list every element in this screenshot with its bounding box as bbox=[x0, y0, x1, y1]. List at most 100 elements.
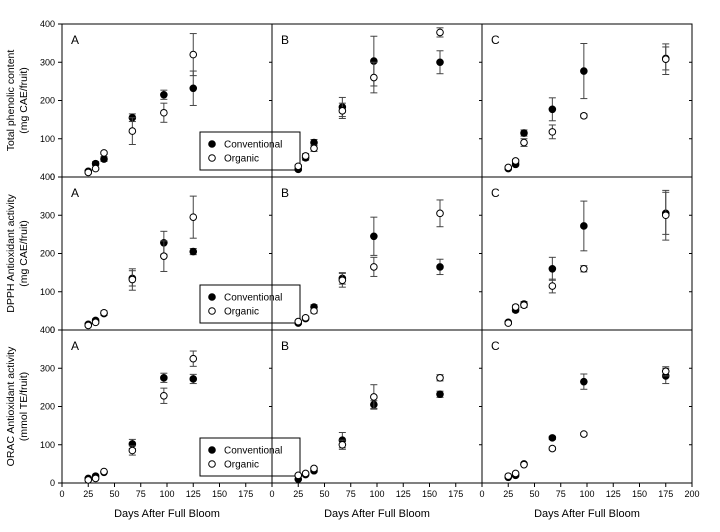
x-tick-label: 150 bbox=[632, 489, 647, 499]
y-axis-unit: (mmol TE/fruit) bbox=[18, 372, 30, 441]
point-conventional bbox=[370, 232, 378, 241]
x-tick-label: 0 bbox=[269, 489, 274, 499]
legend: Conventional Organic bbox=[199, 284, 301, 324]
legend-box bbox=[199, 284, 301, 324]
point-organic bbox=[100, 308, 108, 317]
legend: Conventional Organic bbox=[199, 437, 301, 477]
point-organic bbox=[338, 107, 347, 115]
x-tick-label: 150 bbox=[422, 489, 437, 499]
point-organic bbox=[294, 317, 303, 326]
point-organic bbox=[310, 307, 318, 315]
panel-frame bbox=[271, 176, 483, 331]
y-tick-label: 300 bbox=[40, 363, 55, 373]
y-axis-unit: (mg CAE/fruit) bbox=[18, 220, 30, 287]
y-tick-label: 100 bbox=[40, 287, 55, 297]
legend-marker-conventional bbox=[208, 140, 216, 148]
legend-marker-organic bbox=[208, 307, 216, 315]
panel-label: C bbox=[491, 33, 500, 47]
point-organic bbox=[548, 128, 557, 136]
point-organic bbox=[504, 319, 513, 327]
point-organic bbox=[580, 430, 588, 438]
point-organic bbox=[84, 321, 93, 330]
x-tick-label: 125 bbox=[606, 489, 621, 499]
x-tick-label: 25 bbox=[83, 489, 93, 499]
panel-c: C bbox=[481, 23, 693, 178]
point-organic bbox=[294, 162, 303, 171]
legend-label: Conventional bbox=[224, 446, 282, 457]
panel-a: A 0 25 50 75 100 125 150 175 Days After Full Bloo… bbox=[59, 329, 301, 520]
point-organic bbox=[511, 303, 520, 311]
point-conventional bbox=[580, 377, 588, 386]
x-axis-label: Days After Full Bloom bbox=[114, 508, 220, 520]
y-axis-label: Total phenolic content bbox=[5, 50, 17, 152]
panel-label: A bbox=[71, 339, 79, 353]
panel-a: A Conventional Organic bbox=[61, 23, 301, 178]
point-conventional bbox=[520, 129, 528, 137]
x-axis-label: Days After Full Bloom bbox=[324, 508, 430, 520]
point-organic bbox=[91, 318, 100, 327]
y-tick-label: 300 bbox=[40, 210, 55, 220]
panel-b: B 0 25 50 75 100 125 150 175 Days After Full Bloo… bbox=[269, 329, 483, 520]
point-organic bbox=[520, 301, 528, 309]
point-organic bbox=[310, 144, 318, 153]
point-organic bbox=[189, 354, 198, 363]
point-conventional bbox=[548, 265, 557, 273]
point-organic bbox=[661, 211, 670, 220]
point-conventional bbox=[189, 247, 198, 256]
point-conventional bbox=[100, 155, 108, 163]
x-tick-label: 125 bbox=[396, 489, 411, 499]
point-organic bbox=[520, 460, 528, 469]
point-organic bbox=[301, 469, 310, 478]
x-tick-label: 100 bbox=[159, 489, 174, 499]
x-tick-label: 100 bbox=[579, 489, 594, 499]
point-organic bbox=[100, 149, 108, 157]
panel-c: C bbox=[481, 176, 693, 331]
x-tick-label: 50 bbox=[319, 489, 329, 499]
point-organic bbox=[370, 73, 378, 82]
x-tick-label: 0 bbox=[59, 489, 64, 499]
panel-label: C bbox=[491, 186, 500, 200]
y-tick-label: 0 bbox=[50, 172, 55, 182]
panel-label: B bbox=[281, 186, 289, 200]
point-organic bbox=[338, 276, 347, 285]
x-tick-label: 75 bbox=[346, 489, 356, 499]
point-organic bbox=[189, 213, 198, 221]
x-tick-label: 25 bbox=[293, 489, 303, 499]
point-conventional bbox=[548, 434, 557, 442]
legend-marker-conventional bbox=[208, 293, 216, 301]
y-axis-label: DPPH Antioxidant activity bbox=[5, 194, 17, 313]
point-organic bbox=[91, 474, 100, 483]
point-organic bbox=[91, 164, 100, 173]
row-2: 0 100 200 300 400 DPPH Antioxidant activity (m… bbox=[5, 172, 693, 335]
point-conventional bbox=[189, 375, 198, 383]
y-tick-label: 300 bbox=[40, 57, 55, 67]
row-3: 0 100 200 300 400 ORAC Antioxidant activity (m… bbox=[5, 325, 700, 520]
point-organic bbox=[160, 391, 168, 400]
x-tick-label: 200 bbox=[684, 489, 699, 499]
panel-frame bbox=[481, 329, 693, 484]
x-tick-label: 75 bbox=[556, 489, 566, 499]
legend-marker-organic bbox=[208, 154, 216, 162]
point-organic bbox=[504, 472, 513, 480]
panel-c: C 0 25 50 75 100 125 150 175 200 Days After Full B… bbox=[479, 329, 700, 520]
point-organic bbox=[511, 469, 520, 478]
y-tick-label: 400 bbox=[40, 172, 55, 182]
point-organic bbox=[436, 374, 444, 382]
point-conventional bbox=[436, 263, 444, 271]
x-tick-label: 175 bbox=[448, 489, 463, 499]
panel-label: B bbox=[281, 339, 289, 353]
point-conventional bbox=[580, 67, 588, 75]
point-organic bbox=[511, 157, 520, 165]
point-organic bbox=[338, 440, 347, 449]
legend-marker-organic bbox=[208, 460, 216, 468]
legend-box bbox=[199, 437, 301, 477]
point-organic bbox=[310, 464, 318, 473]
x-tick-label: 0 bbox=[479, 489, 484, 499]
point-conventional bbox=[160, 90, 168, 99]
point-organic bbox=[294, 471, 303, 480]
point-organic bbox=[661, 55, 670, 63]
point-organic bbox=[504, 163, 513, 172]
point-organic bbox=[436, 28, 444, 37]
point-organic bbox=[580, 265, 588, 273]
